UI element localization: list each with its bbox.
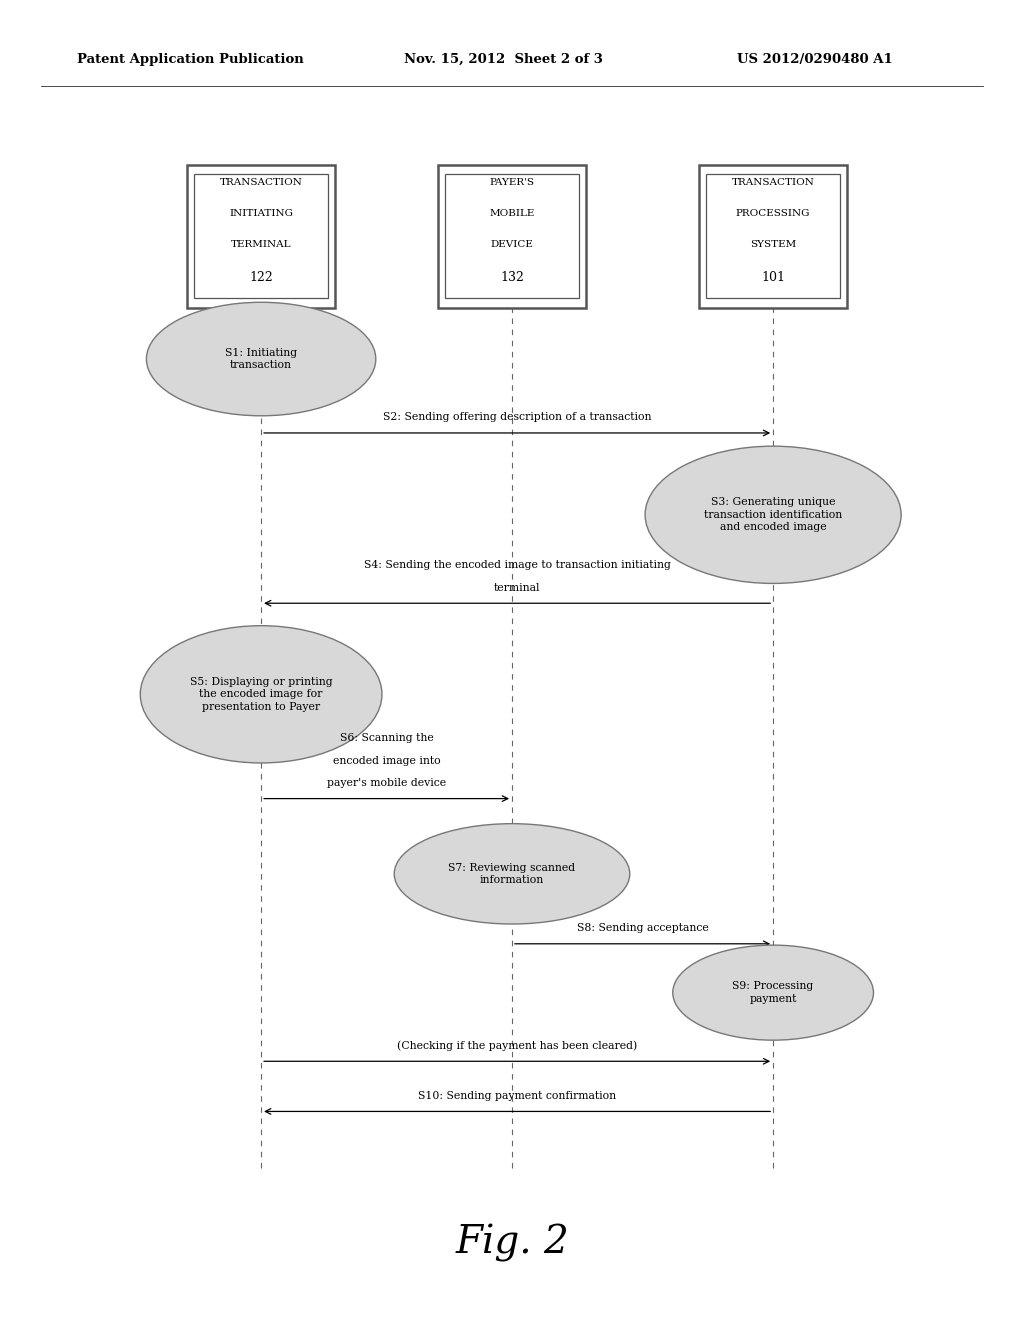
Text: SYSTEM: SYSTEM: [750, 240, 797, 249]
Ellipse shape: [140, 626, 382, 763]
Text: encoded image into: encoded image into: [333, 755, 440, 766]
Text: US 2012/0290480 A1: US 2012/0290480 A1: [737, 53, 893, 66]
Text: TERMINAL: TERMINAL: [230, 240, 292, 249]
Text: MOBILE: MOBILE: [489, 209, 535, 218]
Text: S10: Sending payment confirmation: S10: Sending payment confirmation: [418, 1090, 616, 1101]
Text: S2: Sending offering description of a transaction: S2: Sending offering description of a tr…: [383, 412, 651, 422]
Text: S9: Processing
payment: S9: Processing payment: [732, 982, 814, 1003]
Text: S6: Scanning the: S6: Scanning the: [340, 733, 433, 743]
FancyBboxPatch shape: [186, 165, 336, 308]
Text: TRANSACTION: TRANSACTION: [220, 178, 302, 187]
Text: DEVICE: DEVICE: [490, 240, 534, 249]
FancyBboxPatch shape: [438, 165, 586, 308]
Text: PROCESSING: PROCESSING: [736, 209, 810, 218]
Text: S3: Generating unique
transaction identification
and encoded image: S3: Generating unique transaction identi…: [703, 498, 843, 532]
Text: 101: 101: [761, 272, 785, 284]
Ellipse shape: [146, 302, 376, 416]
Text: Nov. 15, 2012  Sheet 2 of 3: Nov. 15, 2012 Sheet 2 of 3: [404, 53, 603, 66]
Text: 122: 122: [249, 272, 273, 284]
Text: S4: Sending the encoded image to transaction initiating: S4: Sending the encoded image to transac…: [364, 560, 671, 570]
Text: PAYER'S: PAYER'S: [489, 178, 535, 187]
FancyBboxPatch shape: [698, 165, 848, 308]
Text: terminal: terminal: [494, 582, 541, 593]
Text: S8: Sending acceptance: S8: Sending acceptance: [577, 923, 709, 933]
Text: payer's mobile device: payer's mobile device: [327, 777, 446, 788]
Text: S5: Displaying or printing
the encoded image for
presentation to Payer: S5: Displaying or printing the encoded i…: [189, 677, 333, 711]
Text: Patent Application Publication: Patent Application Publication: [77, 53, 303, 66]
Text: S1: Initiating
transaction: S1: Initiating transaction: [225, 348, 297, 370]
FancyBboxPatch shape: [444, 174, 580, 298]
Text: INITIATING: INITIATING: [229, 209, 293, 218]
FancyBboxPatch shape: [195, 174, 328, 298]
Text: S7: Reviewing scanned
information: S7: Reviewing scanned information: [449, 863, 575, 884]
Text: 132: 132: [500, 272, 524, 284]
Ellipse shape: [394, 824, 630, 924]
Ellipse shape: [673, 945, 873, 1040]
Text: TRANSACTION: TRANSACTION: [732, 178, 814, 187]
Text: Fig. 2: Fig. 2: [455, 1225, 569, 1262]
Text: (Checking if the payment has been cleared): (Checking if the payment has been cleare…: [397, 1040, 637, 1051]
Ellipse shape: [645, 446, 901, 583]
FancyBboxPatch shape: [707, 174, 840, 298]
